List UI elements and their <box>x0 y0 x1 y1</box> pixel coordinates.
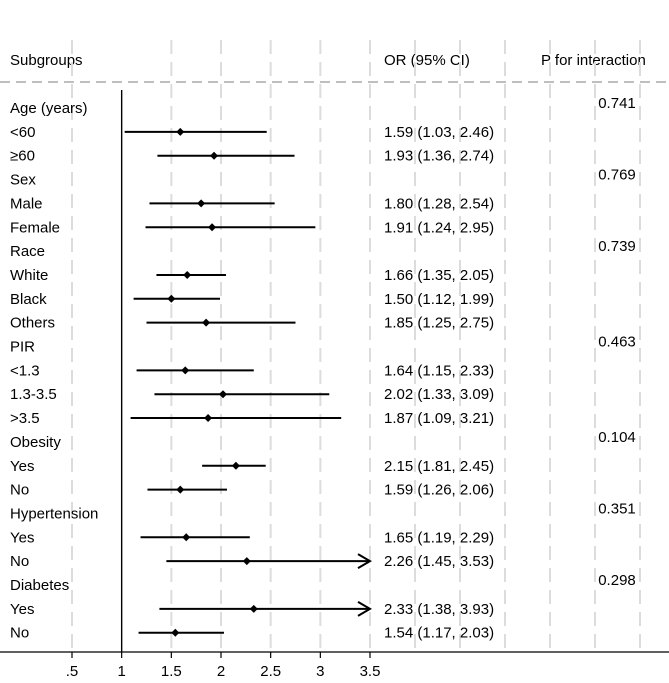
group-label: Diabetes <box>10 577 69 594</box>
or-ci-text: 2.15 (1.81, 2.45) <box>384 458 494 475</box>
subgroup-label: Male <box>10 195 43 212</box>
grid-lines <box>71 40 641 652</box>
or-point <box>197 199 206 208</box>
subgroup-label: No <box>10 482 29 499</box>
p-interaction-value: 0.739 <box>598 238 636 255</box>
plot-rows: Age (years) 0.741 <60 1.59 (1.03, 2.46) ≥60 1… <box>10 95 636 642</box>
x-tick-label: 2.5 <box>260 663 281 680</box>
or-point <box>181 366 190 375</box>
or-point <box>171 628 180 637</box>
subgroup-label: ≥60 <box>10 148 35 165</box>
group-label: PIR <box>10 339 35 356</box>
or-ci-text: 1.59 (1.03, 2.46) <box>384 124 494 141</box>
or-point <box>204 414 213 423</box>
subgroup-label: No <box>10 553 29 570</box>
or-ci-text: 1.59 (1.26, 2.06) <box>384 482 494 499</box>
subgroup-label: White <box>10 267 48 284</box>
or-point <box>218 390 227 399</box>
or-point <box>182 533 191 542</box>
subgroup-label: Yes <box>10 529 34 546</box>
or-point <box>249 604 258 613</box>
or-ci-text: 1.65 (1.19, 2.29) <box>384 529 494 546</box>
p-interaction-value: 0.741 <box>598 95 636 112</box>
or-ci-text: 1.66 (1.35, 2.05) <box>384 267 494 284</box>
axes <box>0 81 669 653</box>
p-interaction-value: 0.769 <box>598 167 636 184</box>
x-tick-label: 1.5 <box>161 663 182 680</box>
or-point <box>202 318 211 327</box>
group-label: Sex <box>10 172 36 189</box>
or-ci-text: 1.87 (1.09, 3.21) <box>384 410 494 427</box>
or-point <box>176 485 185 494</box>
ci-arrow-head <box>357 553 372 570</box>
or-ci-text: 1.80 (1.28, 2.54) <box>384 195 494 212</box>
subgroup-label: <60 <box>10 124 35 141</box>
subgroup-label: Female <box>10 219 60 236</box>
x-tick-label: 3.5 <box>360 663 381 680</box>
or-ci-text: 2.26 (1.45, 3.53) <box>384 553 494 570</box>
p-interaction-value: 0.463 <box>598 334 636 351</box>
or-ci-text: 1.54 (1.17, 2.03) <box>384 625 494 642</box>
group-label: Obesity <box>10 434 61 451</box>
group-label: Race <box>10 243 45 260</box>
x-tick-label: 1 <box>117 663 125 680</box>
ci-arrow-head <box>357 600 372 617</box>
or-ci-text: 1.91 (1.24, 2.95) <box>384 219 494 236</box>
or-ci-text: 1.64 (1.15, 2.33) <box>384 362 494 379</box>
p-interaction-value: 0.298 <box>598 572 636 589</box>
group-label: Age (years) <box>10 100 88 117</box>
subgroup-label: No <box>10 625 29 642</box>
or-ci-text: 2.02 (1.33, 3.09) <box>384 386 494 403</box>
header-or-ci: OR (95% CI) <box>384 52 470 69</box>
or-point <box>167 294 176 303</box>
subgroup-label: Black <box>10 291 47 308</box>
subgroup-label: >3.5 <box>10 410 40 427</box>
or-point <box>176 127 185 136</box>
x-axis-ticks: .5 1 1.5 2 2.5 3 3.5 <box>66 652 381 680</box>
or-ci-text: 1.85 (1.25, 2.75) <box>384 315 494 332</box>
header-p-interaction: P for interaction <box>541 52 646 69</box>
or-point <box>208 223 217 232</box>
subgroup-label: Others <box>10 315 55 332</box>
subgroup-label: Yes <box>10 458 34 475</box>
p-interaction-value: 0.104 <box>598 429 636 446</box>
x-tick-label: 3 <box>316 663 324 680</box>
or-ci-text: 1.93 (1.36, 2.74) <box>384 148 494 165</box>
or-point <box>210 151 219 160</box>
p-interaction-value: 0.351 <box>598 500 636 517</box>
or-point <box>183 270 192 279</box>
or-point <box>242 557 251 566</box>
subgroup-label: Yes <box>10 601 34 618</box>
subgroup-label: <1.3 <box>10 362 40 379</box>
or-point <box>231 461 240 470</box>
or-ci-text: 2.33 (1.38, 3.93) <box>384 601 494 618</box>
header-subgroups: Subgroups <box>10 52 83 69</box>
or-ci-text: 1.50 (1.12, 1.99) <box>384 291 494 308</box>
subgroup-label: 1.3-3.5 <box>10 386 57 403</box>
group-label: Hypertension <box>10 505 98 522</box>
x-tick-label: .5 <box>66 663 79 680</box>
x-tick-label: 2 <box>217 663 225 680</box>
